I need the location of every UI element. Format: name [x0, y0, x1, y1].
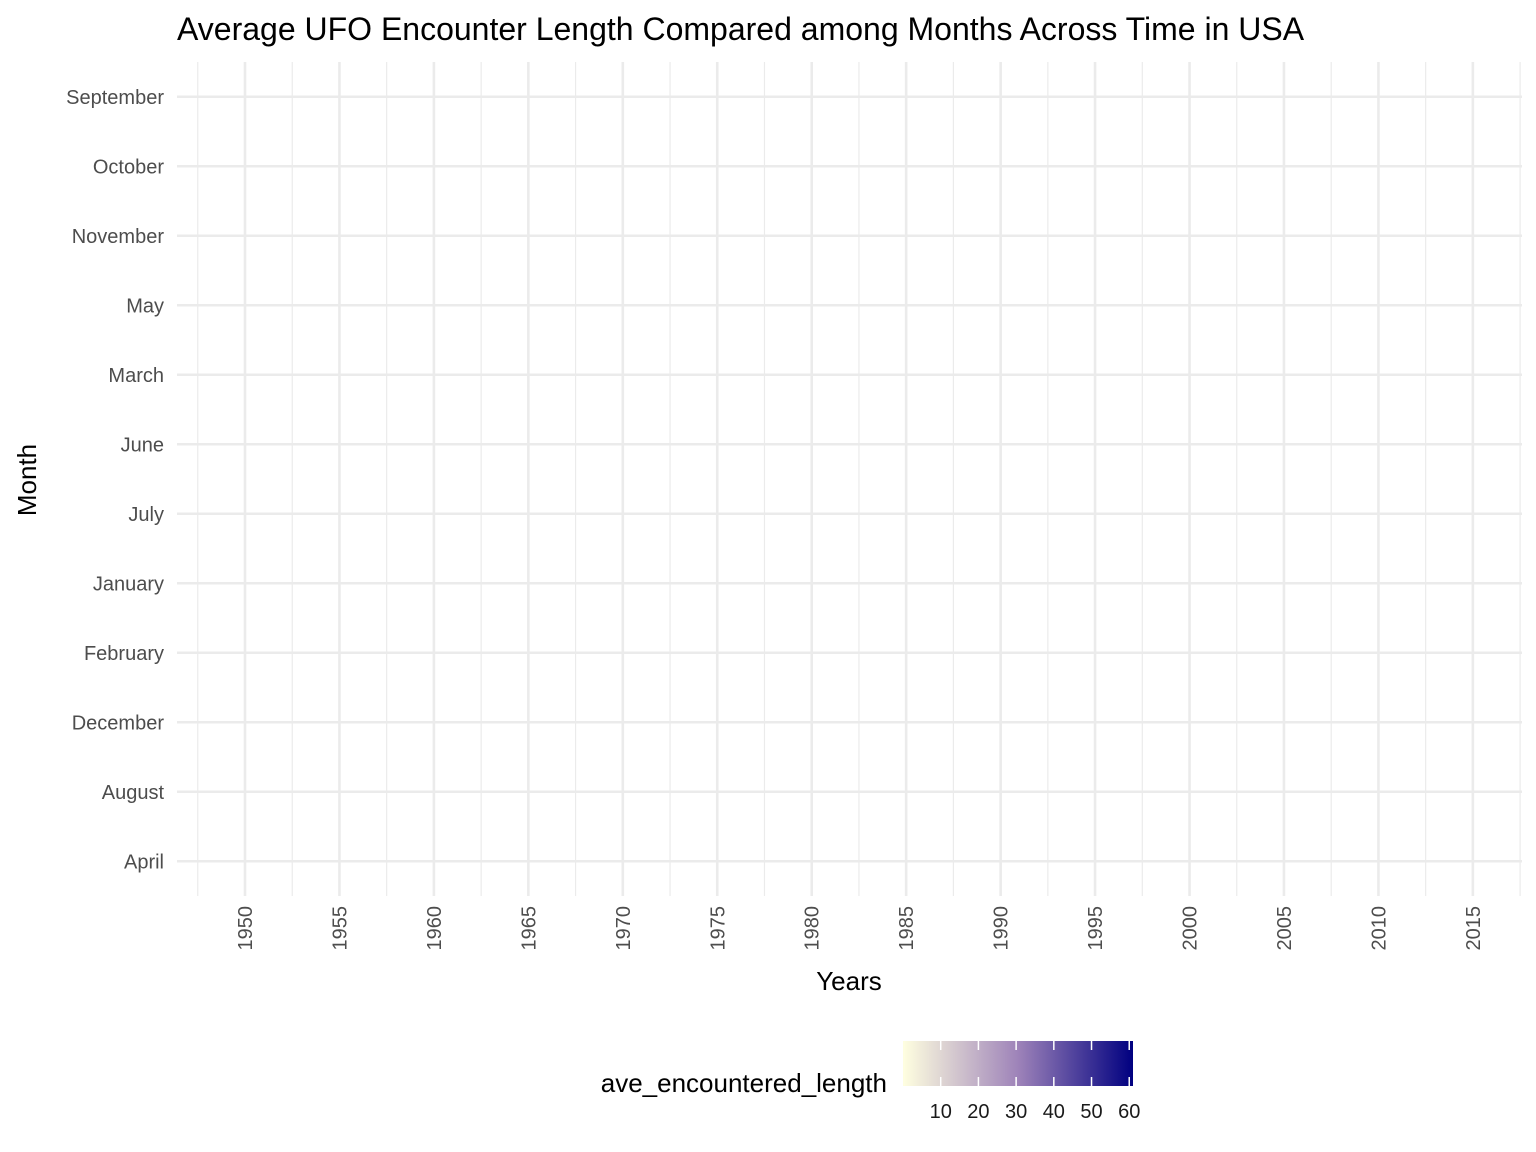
- y-tick-label: November: [72, 226, 165, 248]
- y-tick-label: March: [108, 365, 164, 387]
- x-axis-ticks: 1950 1955 1960 1965 1970 1975 1980 1985 1990 1995…: [235, 906, 1485, 951]
- x-tick-label: 1950: [235, 906, 257, 951]
- x-tick-label: 1985: [896, 906, 918, 951]
- legend-tick-label: 60: [1118, 1101, 1140, 1123]
- y-tick-label: September: [66, 87, 164, 109]
- color-legend: ave_encountered_length 10 20 30 40 50 60: [601, 1041, 1140, 1123]
- y-axis-title: Month: [12, 444, 42, 516]
- y-axis-ticks: September October November May March June July…: [66, 87, 164, 874]
- x-tick-label: 2005: [1274, 906, 1296, 951]
- y-tick-label: July: [128, 504, 164, 526]
- x-tick-label: 1970: [613, 906, 635, 951]
- legend-tick-label: 20: [967, 1101, 989, 1123]
- x-tick-label: 2010: [1368, 906, 1390, 951]
- x-tick-label: 1960: [424, 906, 446, 951]
- y-tick-label: August: [102, 782, 165, 804]
- grid-lines: [177, 62, 1522, 896]
- x-tick-label: 1980: [802, 906, 824, 951]
- legend-tick-label: 50: [1080, 1101, 1102, 1123]
- x-tick-label: 1965: [518, 906, 540, 951]
- x-tick-label: 1995: [1085, 906, 1107, 951]
- x-tick-label: 1955: [329, 906, 351, 951]
- x-tick-label: 1990: [991, 906, 1013, 951]
- y-tick-label: June: [121, 434, 164, 456]
- legend-title: ave_encountered_length: [601, 1068, 887, 1098]
- x-tick-label: 2015: [1463, 906, 1485, 951]
- y-tick-label: December: [72, 712, 165, 734]
- legend-color-bar: [903, 1041, 1133, 1086]
- legend-tick-label: 30: [1005, 1101, 1027, 1123]
- x-tick-label: 1975: [707, 906, 729, 951]
- legend-tick-label: 40: [1043, 1101, 1065, 1123]
- y-tick-label: October: [93, 156, 164, 178]
- legend-tick-label: 10: [930, 1101, 952, 1123]
- y-tick-label: February: [84, 643, 164, 665]
- x-axis-title: Years: [816, 966, 882, 996]
- y-tick-label: April: [124, 851, 164, 873]
- y-tick-label: May: [126, 295, 164, 317]
- chart-title: Average UFO Encounter Length Compared am…: [177, 11, 1305, 47]
- x-tick-label: 2000: [1180, 906, 1202, 951]
- y-tick-label: January: [93, 573, 164, 595]
- legend-ticks: 10 20 30 40 50 60: [930, 1041, 1140, 1123]
